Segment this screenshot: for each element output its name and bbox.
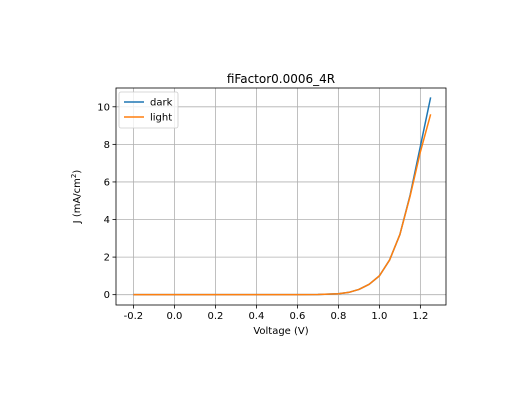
y-tick-label: 6	[104, 177, 110, 188]
x-tick-label: 0.6	[289, 311, 305, 322]
series-line-light	[133, 114, 432, 296]
axis-ticks: -0.2 0.0 0.2 0.4 0.6 0.8 1.0 1.2 0 2 4 6 8 10	[97, 102, 428, 322]
legend-label-light: light	[150, 113, 172, 124]
x-tick-label: 0.4	[248, 311, 264, 322]
y-axis-label-end: )	[72, 170, 83, 174]
x-tick-label: -0.2	[124, 311, 144, 322]
x-tick-label: 0.8	[330, 311, 346, 322]
y-axis-label-main: J (mA/cm	[72, 178, 83, 224]
y-tick-label: 8	[104, 140, 110, 151]
series-lines	[133, 97, 432, 296]
y-axis-label-superscript: 2	[70, 174, 78, 178]
plot-frame	[115, 87, 447, 306]
y-tick-label: 10	[97, 102, 110, 113]
x-tick-label: 1.0	[371, 311, 387, 322]
legend-label-dark: dark	[150, 98, 173, 109]
legend: dark light	[118, 91, 179, 129]
x-axis-label: Voltage (V)	[253, 326, 308, 337]
y-tick-label: 4	[104, 215, 110, 226]
x-tick-label: 1.2	[412, 311, 428, 322]
x-tick-label: 0.2	[207, 311, 223, 322]
y-tick-label: 0	[104, 290, 110, 301]
x-tick-label: 0.0	[166, 311, 182, 322]
y-axis-label: J (mA/cm2)	[70, 170, 83, 225]
chart-title: fiFactor0.0006_4R	[227, 72, 335, 86]
y-tick-label: 2	[104, 253, 110, 264]
legend-box	[118, 91, 179, 129]
